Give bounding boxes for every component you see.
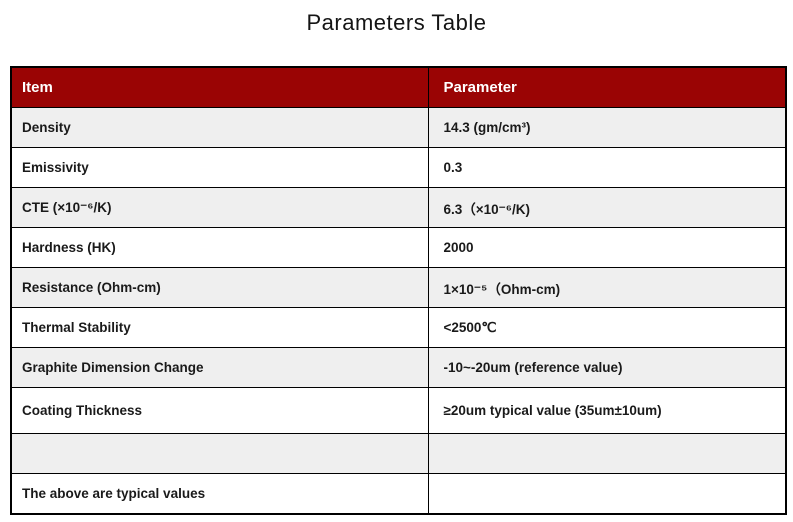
parameter-cell (427, 433, 787, 474)
parameter-cell: 0.3 (427, 147, 787, 188)
table-row: The above are typical values (10, 473, 787, 514)
parameter-cell: -10~-20um (reference value) (427, 347, 787, 388)
item-cell: Coating Thickness (10, 387, 429, 434)
item-cell (10, 433, 429, 474)
parameter-cell: <2500℃ (427, 307, 787, 348)
item-cell: Emissivity (10, 147, 429, 188)
parameter-cell: ≥20um typical value (35um±10um) (427, 387, 787, 434)
table-row: Resistance (Ohm-cm) 1×10⁻⁵（Ohm-cm) (10, 267, 787, 308)
item-cell: Density (10, 107, 429, 148)
table-row: CTE (×10⁻⁶/K) 6.3（×10⁻⁶/K) (10, 187, 787, 228)
item-cell: CTE (×10⁻⁶/K) (10, 187, 429, 228)
item-cell: Resistance (Ohm-cm) (10, 267, 429, 308)
parameters-table: Item Parameter Density 14.3 (gm/cm³) Emi… (10, 66, 787, 515)
parameter-cell: 6.3（×10⁻⁶/K) (427, 187, 787, 228)
item-cell: Hardness (HK) (10, 227, 429, 268)
item-cell: Graphite Dimension Change (10, 347, 429, 388)
parameter-cell: 2000 (427, 227, 787, 268)
table-row: Emissivity 0.3 (10, 147, 787, 188)
item-cell: The above are typical values (10, 473, 429, 514)
parameter-cell (427, 473, 787, 514)
column-header-item: Item (10, 66, 429, 108)
page-title: Parameters Table (306, 10, 487, 35)
table-row: Density 14.3 (gm/cm³) (10, 107, 787, 148)
table-row: Graphite Dimension Change -10~-20um (ref… (10, 347, 787, 388)
header-row: Item Parameter (10, 66, 787, 108)
table-row: Hardness (HK) 2000 (10, 227, 787, 268)
parameter-cell: 14.3 (gm/cm³) (427, 107, 787, 148)
column-header-parameter: Parameter (427, 66, 787, 108)
parameter-cell: 1×10⁻⁵（Ohm-cm) (427, 267, 787, 308)
table-row: Thermal Stability <2500℃ (10, 307, 787, 348)
table-row: Coating Thickness ≥20um typical value (3… (10, 387, 787, 434)
table-row (10, 433, 787, 474)
item-cell: Thermal Stability (10, 307, 429, 348)
